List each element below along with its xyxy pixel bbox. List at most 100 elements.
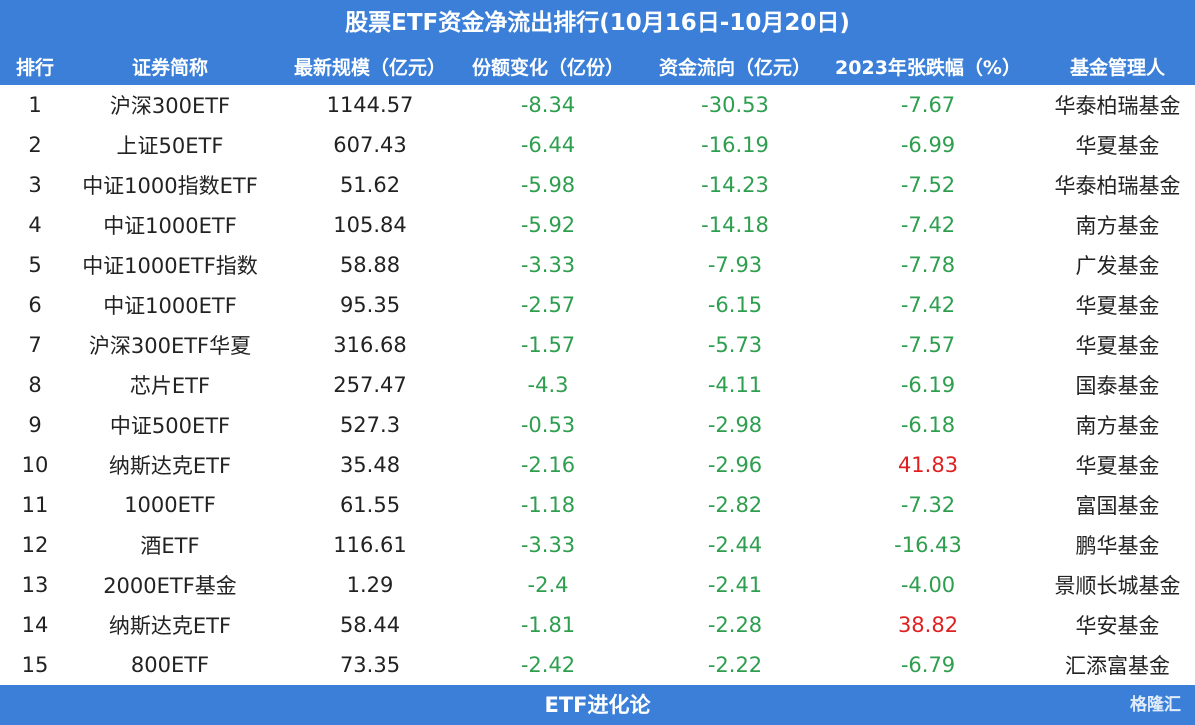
table-row: 2 上证50ETF 607.43 -6.44 -16.19 -6.99 华夏基金 <box>0 125 1195 165</box>
table-cell: -3.33 <box>520 253 576 277</box>
table-cell: 华夏基金 <box>1075 454 1160 478</box>
header-cell: 基金管理人 <box>1069 56 1165 79</box>
table-row: 10 纳斯达克ETF 35.48 -2.16 -2.96 41.83 华夏基金 <box>0 445 1195 485</box>
table-cell: 10 <box>21 453 49 477</box>
table-cell: -7.42 <box>900 293 956 317</box>
watermark: 格隆汇 <box>1130 695 1181 715</box>
table-cell: 国泰基金 <box>1075 374 1160 398</box>
table-row: 9 中证500ETF 527.3 -0.53 -2.98 -6.18 南方基金 <box>0 405 1195 445</box>
table-cell: -5.73 <box>707 333 763 357</box>
table-cell: 芯片ETF <box>129 374 211 398</box>
table-cell: 257.47 <box>333 373 407 397</box>
table-cell: -6.18 <box>900 413 956 437</box>
table-cell: -7.42 <box>900 213 956 237</box>
table-cell: -16.19 <box>701 133 769 157</box>
table-cell: 华泰柏瑞基金 <box>1054 174 1181 198</box>
table-row: 3 中证1000指数ETF 51.62 -5.98 -14.23 -7.52 华泰柏瑞基金 <box>0 165 1195 205</box>
table-cell: 61.55 <box>339 493 401 517</box>
table-cell: 南方基金 <box>1075 214 1160 238</box>
table-cell: -2.41 <box>707 573 763 597</box>
table-cell: -2.57 <box>520 293 576 317</box>
table-cell: 1.29 <box>346 573 394 597</box>
table-cell: 12 <box>21 533 49 557</box>
table-cell: -6.19 <box>900 373 956 397</box>
table-cell: 1000ETF <box>124 493 216 517</box>
table-cell: 沪深300ETF <box>109 94 231 118</box>
table-cell: -2.22 <box>707 653 763 677</box>
header-cell: 资金流向（亿元） <box>658 56 811 79</box>
footer-bar: ETF进化论 格隆汇 <box>0 685 1195 725</box>
table-cell: 沪深300ETF华夏 <box>88 334 252 358</box>
table-cell: 1144.57 <box>326 93 414 117</box>
table-cell: -6.44 <box>520 133 576 157</box>
table-cell: 800ETF <box>130 653 210 677</box>
table-cell: 35.48 <box>339 453 401 477</box>
table-cell: 38.82 <box>897 613 959 637</box>
table-cell: 鹏华基金 <box>1075 534 1160 558</box>
table-cell: 8 <box>28 373 42 397</box>
table-cell: -16.43 <box>894 533 962 557</box>
table-cell: -4.11 <box>707 373 763 397</box>
table-cell: 2 <box>28 133 42 157</box>
header-cell: 最新规模（亿元） <box>293 56 446 79</box>
table-cell: 316.68 <box>333 333 407 357</box>
table-cell: 73.35 <box>339 653 401 677</box>
table-cell: -2.16 <box>520 453 576 477</box>
table-cell: -7.57 <box>900 333 956 357</box>
table-cell: -2.96 <box>707 453 763 477</box>
table-cell: 华安基金 <box>1075 614 1160 638</box>
table-cell: 13 <box>21 573 49 597</box>
table-cell: 14 <box>21 613 49 637</box>
table-cell: 华泰柏瑞基金 <box>1054 94 1181 118</box>
table-cell: -4.3 <box>527 373 569 397</box>
table-cell: 6 <box>28 293 42 317</box>
table-cell: 607.43 <box>333 133 407 157</box>
table-row: 15 800ETF 73.35 -2.42 -2.22 -6.79 汇添富基金 <box>0 645 1195 685</box>
table-cell: -30.53 <box>701 93 769 117</box>
table-cell: 2000ETF基金 <box>103 574 237 598</box>
table-cell: 南方基金 <box>1075 414 1160 438</box>
table-cell: 中证1000指数ETF <box>82 174 258 198</box>
table-cell: 41.83 <box>897 453 959 477</box>
table-cell: 7 <box>28 333 42 357</box>
table-row: 12 酒ETF 116.61 -3.33 -2.44 -16.43 鹏华基金 <box>0 525 1195 565</box>
table-row: 1 沪深300ETF 1144.57 -8.34 -30.53 -7.67 华泰柏瑞基金 <box>0 85 1195 125</box>
table-cell: -6.99 <box>900 133 956 157</box>
table-cell: 51.62 <box>339 173 401 197</box>
table-cell: 中证1000ETF <box>103 294 237 318</box>
table-cell: 5 <box>28 253 42 277</box>
table-cell: 3 <box>28 173 42 197</box>
table-cell: 酒ETF <box>140 534 200 558</box>
table-header: 排行 证券简称 最新规模（亿元） 份额变化（亿份） 资金流向（亿元） 2023年张跌幅（%… <box>0 47 1195 85</box>
table-cell: -6.79 <box>900 653 956 677</box>
table-cell: 58.88 <box>339 253 401 277</box>
table-cell: -2.42 <box>520 653 576 677</box>
footer: ETF进化论 <box>544 693 651 717</box>
table-cell: 景顺长城基金 <box>1054 574 1181 598</box>
table-cell: 58.44 <box>339 613 401 637</box>
table-cell: 汇添富基金 <box>1065 654 1170 678</box>
table-cell: -6.15 <box>707 293 763 317</box>
table-cell: -0.53 <box>520 413 576 437</box>
table-cell: -2.98 <box>707 413 763 437</box>
header-cell: 份额变化（亿份） <box>471 56 624 79</box>
header-cell: 证券简称 <box>131 56 208 79</box>
table-cell: 105.84 <box>333 213 407 237</box>
table-cell: -5.92 <box>520 213 576 237</box>
table-cell: 中证500ETF <box>109 414 231 438</box>
title: 股票ETF资金净流出排行(10月16日-10月20日) <box>0 0 1195 47</box>
table-cell: -14.23 <box>701 173 769 197</box>
table-cell: 纳斯达克ETF <box>108 614 232 638</box>
table-cell: -3.33 <box>520 533 576 557</box>
table-cell: 华夏基金 <box>1075 334 1160 358</box>
table-row: 7 沪深300ETF华夏 316.68 -1.57 -5.73 -7.57 华夏基金 <box>0 325 1195 365</box>
table-row: 6 中证1000ETF 95.35 -2.57 -6.15 -7.42 华夏基金 <box>0 285 1195 325</box>
table-cell: -2.44 <box>707 533 763 557</box>
table-cell: -1.57 <box>520 333 576 357</box>
table-cell: -2.82 <box>707 493 763 517</box>
table-cell: 11 <box>21 493 49 517</box>
table-cell: 95.35 <box>339 293 401 317</box>
table-cell: 广发基金 <box>1075 254 1160 278</box>
table-cell: 上证50ETF <box>116 134 224 158</box>
